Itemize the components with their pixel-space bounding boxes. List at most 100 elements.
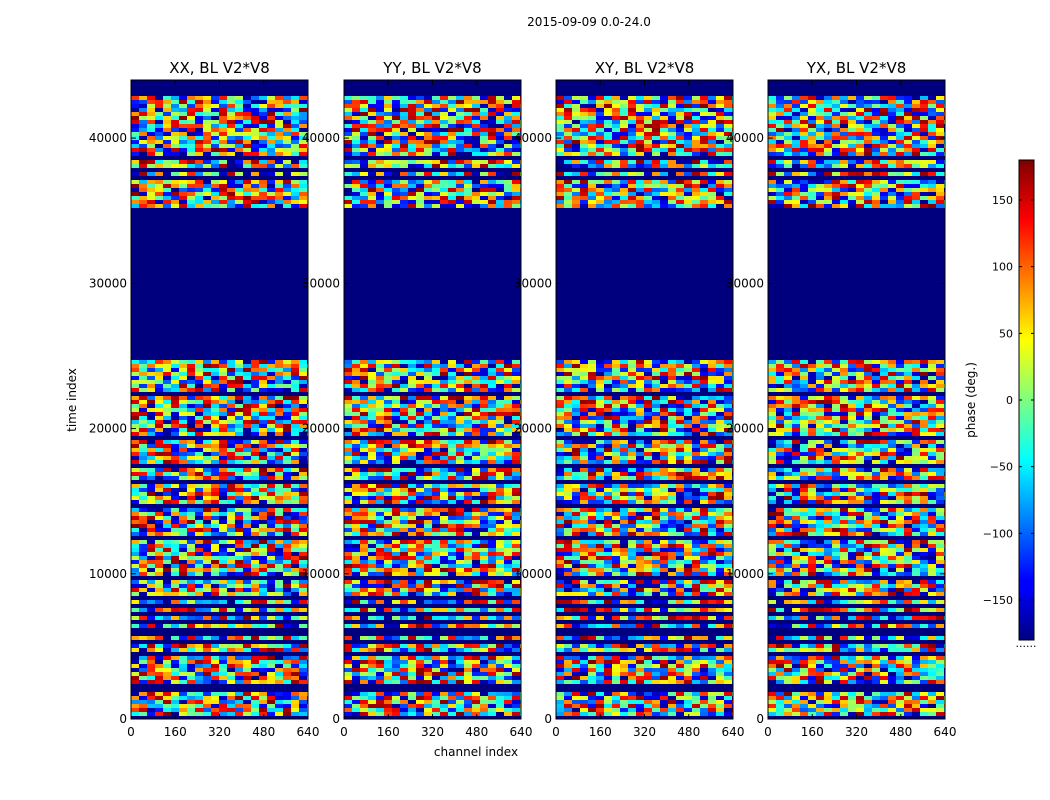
phase-cell [291, 420, 299, 424]
phase-cell [299, 484, 307, 488]
phase-cell [392, 712, 400, 716]
phase-cell [408, 696, 416, 700]
phase-cell [392, 460, 400, 464]
phase-cell [480, 568, 488, 572]
phase-cell [299, 544, 307, 548]
phase-cell [668, 144, 676, 148]
phase-cell [235, 564, 243, 568]
phase-cell [368, 172, 376, 176]
phase-cell [456, 420, 464, 424]
phase-cell [360, 188, 368, 192]
phase-cell [299, 532, 307, 536]
phase-cell [448, 496, 456, 500]
phase-cell [291, 364, 299, 368]
y-tick-label: 30000 [302, 276, 340, 290]
phase-cell [504, 648, 512, 652]
phase-cell [448, 592, 456, 596]
phase-cell [408, 108, 416, 112]
phase-cell [456, 672, 464, 676]
phase-cell [416, 400, 424, 404]
phase-cell [219, 648, 227, 652]
phase-cell [139, 140, 147, 144]
phase-cell [368, 380, 376, 384]
phase-cell [291, 116, 299, 120]
phase-cell [392, 180, 400, 184]
phase-cell [432, 112, 440, 116]
phase-cell [203, 448, 211, 452]
phase-cell [368, 188, 376, 192]
phase-cell [352, 488, 360, 492]
phase-cell [352, 492, 360, 496]
phase-cell [472, 548, 480, 552]
phase-cell [384, 584, 392, 588]
phase-cell [636, 172, 644, 176]
phase-cell [480, 516, 488, 520]
phase-cell [275, 136, 283, 140]
phase-cell [596, 172, 604, 176]
phase-cell [684, 96, 692, 100]
phase-cell [299, 452, 307, 456]
phase-cell [572, 160, 580, 164]
phase-cell [368, 560, 376, 564]
phase-cell [448, 400, 456, 404]
phase-cell [504, 104, 512, 108]
phase-cell [496, 104, 504, 108]
phase-cell [163, 204, 171, 208]
phase-cell [243, 132, 251, 136]
phase-cell [432, 172, 440, 176]
phase-cell [243, 152, 251, 156]
phase-cell [163, 432, 171, 436]
phase-cell [384, 500, 392, 504]
phase-cell [195, 116, 203, 120]
phase-cell [227, 488, 235, 492]
phase-cell [716, 100, 724, 104]
phase-cell [139, 408, 147, 412]
phase-cell [291, 192, 299, 196]
phase-cell [203, 144, 211, 148]
phase-cell [299, 648, 307, 652]
phase-cell [440, 412, 448, 416]
phase-cell [408, 660, 416, 664]
phase-cell [368, 668, 376, 672]
phase-cell [448, 96, 456, 100]
phase-cell [612, 148, 620, 152]
phase-cell [408, 540, 416, 544]
phase-cell [432, 120, 440, 124]
phase-cell [187, 584, 195, 588]
phase-cell [227, 364, 235, 368]
phase-cell [163, 180, 171, 184]
phase-cell [456, 428, 464, 432]
phase-cell [352, 580, 360, 584]
phase-cell [352, 528, 360, 532]
phase-cell [480, 112, 488, 116]
phase-cell [195, 496, 203, 500]
phase-cell [139, 196, 147, 200]
phase-cell [408, 432, 416, 436]
phase-cell [416, 696, 424, 700]
phase-cell [275, 680, 283, 684]
phase-cell [227, 148, 235, 152]
phase-cell [235, 364, 243, 368]
phase-cell [400, 412, 408, 416]
phase-cell [251, 472, 259, 476]
phase-cell [179, 380, 187, 384]
phase-cell [512, 528, 520, 532]
phase-cell [211, 516, 219, 520]
phase-cell [299, 696, 307, 700]
phase-cell [384, 528, 392, 532]
phase-cell [424, 396, 432, 400]
phase-cell [400, 456, 408, 460]
phase-cell [163, 544, 171, 548]
phase-cell [480, 508, 488, 512]
phase-cell [187, 560, 195, 564]
phase-cell [187, 528, 195, 532]
phase-cell [299, 528, 307, 532]
phase-cell [203, 540, 211, 544]
phase-cell [299, 488, 307, 492]
phase-cell [472, 412, 480, 416]
phase-cell [203, 444, 211, 448]
phase-cell [464, 508, 472, 512]
phase-cell [163, 668, 171, 672]
phase-cell [187, 572, 195, 576]
phase-cell [400, 624, 408, 628]
